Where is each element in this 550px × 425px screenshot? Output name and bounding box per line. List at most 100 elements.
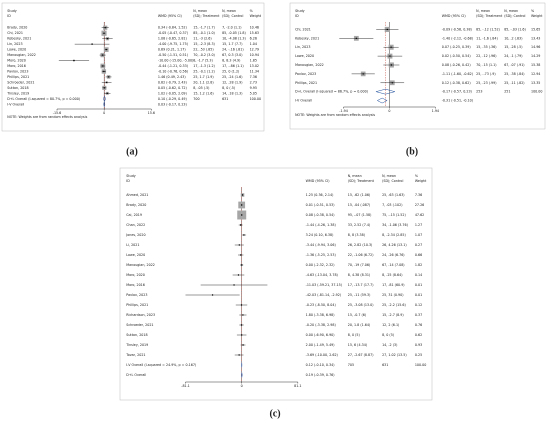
control-stats: 17, -.86 (1.1) <box>222 64 244 68</box>
study-name: Brady, 2020 <box>126 203 146 207</box>
x-tick-label: 1.94 <box>432 109 439 113</box>
overall-diamond <box>374 88 396 95</box>
control-stats: 34, -1.06 (3.76) <box>382 223 408 227</box>
study-name: Moro, 2016 <box>126 283 145 287</box>
control-stats: 8, .25 (8.64) <box>382 273 402 277</box>
effect-label: 0.00 (-6.90, 6.90) <box>306 333 335 337</box>
x-tick-label: 0 <box>241 384 243 388</box>
study-name: Lowe, 2020 <box>7 48 26 52</box>
overall-name: I-V Overall <box>295 99 312 103</box>
treatment-stats: 25, 1.7 (1.9) <box>193 75 213 79</box>
overall-diamond <box>376 97 388 104</box>
effect-label: 1.46 (0.49, 2.43) <box>158 75 186 79</box>
effect-label: 0.00 (-2.32, 2.32) <box>306 263 335 267</box>
treatment-total: 705 <box>348 363 354 367</box>
study-name: Tinsley, 2019 <box>6 91 29 95</box>
weight-label: 10.46 <box>250 26 259 30</box>
treatment-stats: 11, -1.6 (.84) <box>476 36 498 40</box>
weight-label: 1.82 <box>415 263 422 267</box>
weight-label: 0.37 <box>415 313 422 317</box>
point-estimate <box>239 224 242 226</box>
column-header: (SD); Treatment <box>193 14 220 18</box>
overall-name: D+L Overall (I-squared = 86.7%, p = 0.00… <box>295 90 368 94</box>
x-tick-label: 0 <box>103 111 105 115</box>
treatment-stats: 25, -0.1 (1.2) <box>193 69 215 73</box>
treatment-stats: 85, -.12 (1.52) <box>476 27 500 31</box>
panel-label: (a) <box>126 146 138 157</box>
weight-label: 12.79 <box>250 48 259 52</box>
treatment-stats: 15, .35 (.36) <box>476 45 496 49</box>
treatment-stats: 27, -2.67 (8.87) <box>348 353 374 357</box>
column-header: Weight <box>531 14 543 18</box>
treatment-stats: 22, -1.06 (6.72) <box>348 253 374 257</box>
control-stats: 14, -2 (3) <box>382 343 397 347</box>
panel-frame <box>119 167 433 401</box>
control-stats: 67, .07 (.91) <box>504 63 524 67</box>
effect-label: -0.17 (-0.57, 0.23) <box>442 90 472 94</box>
point-estimate <box>101 54 104 56</box>
control-stats: 25, 31 (0.90) <box>382 293 403 297</box>
weight-label: 7.36 <box>415 193 422 197</box>
effect-label: 0.05 (-0.62, 0.72) <box>158 86 187 90</box>
effect-label: -1.11 (-1.60, -0.62) <box>442 72 473 76</box>
overall-name: D+L Overall (I-squared = 80.7%, p = 0.00… <box>7 97 80 101</box>
column-header: (SD); Control <box>222 14 243 18</box>
effect-label: 0.10 (-0.29, 0.49) <box>158 97 187 101</box>
treatment-stats: 70, .15 (1.1) <box>476 63 496 67</box>
study-name: Moro, 2020 <box>126 273 145 277</box>
weight-label: 13.35 <box>531 81 540 85</box>
control-stats: 8, 8.3 (4.9) <box>222 59 240 63</box>
control-stats: 25, .63 (1.63) <box>382 193 405 197</box>
column-header: N, mean <box>348 174 362 178</box>
control-stats: 24, .1 (.79) <box>504 54 522 58</box>
point-estimate <box>240 324 243 326</box>
point-estimate <box>241 194 244 196</box>
weight-label: 15.63 <box>250 31 259 35</box>
treatment-stats: 25, -11 (59.3) <box>348 293 371 297</box>
study-name: Phillips, 2021 <box>126 303 148 307</box>
column-header: Study <box>7 9 17 13</box>
weight-label: 15.38 <box>531 63 540 67</box>
study-name: Kobesky, 2021 <box>295 36 319 40</box>
control-stats: 7, -2.0 (1.1) <box>222 26 242 30</box>
overall-name: I-V Overall (I-squared = 24.9%, p = 0.16… <box>126 363 196 367</box>
study-name: Cai, 2019 <box>126 213 142 217</box>
study-name: Kobesky, 2021 <box>7 37 31 41</box>
control-total: 631 <box>382 363 388 367</box>
overall-diamond <box>241 372 243 378</box>
point-estimate <box>103 70 105 73</box>
treatment-stats: 25, .23 (.99) <box>476 81 496 85</box>
effect-label: -0.20 (-3.38, 2.98) <box>306 323 336 327</box>
study-name: Ahmed, 2021 <box>126 193 148 197</box>
study-name: Chi, 2021 <box>295 27 311 31</box>
point-estimate <box>238 244 240 246</box>
overall-name: I-V Overall <box>7 102 24 106</box>
weight-label: 27.26 <box>415 203 424 207</box>
study-name: Chi, 2021 <box>7 31 23 35</box>
treatment-stats: 70, .19 (7.06) <box>348 263 371 267</box>
study-name: Sutton, 2018 <box>126 333 147 337</box>
effect-label: 0.08 (-0.38, 0.54) <box>306 213 335 217</box>
control-stats: 26, 4.26 (13.1) <box>382 243 407 247</box>
effect-label: -0.44 (-1.21, 0.33) <box>158 64 188 68</box>
effect-label: 0.69 (0.21, 1.17) <box>158 48 186 52</box>
effect-label: 0.82 (-0.79, 2.43) <box>158 80 187 84</box>
effect-label: 0.08 (-0.26, 0.42) <box>442 63 471 67</box>
weight-label: 0.76 <box>415 323 422 327</box>
study-name: Pavlov, 2023 <box>7 69 28 73</box>
study-name: Richardson, 2023 <box>126 313 155 317</box>
study-name: Pavlov, 2023 <box>295 72 316 76</box>
overall-name: D+L Overall <box>126 373 146 377</box>
effect-label: 2.00 (-1.49, 5.49) <box>306 343 335 347</box>
column-header: N, mean <box>222 9 236 13</box>
treatment-stats: 8, 8 (3.38) <box>348 233 365 237</box>
study-name: Moro, 2020 <box>7 59 26 63</box>
effect-label: 0.34 (-0.84, 1.52) <box>158 26 187 30</box>
column-header: (SD); Control <box>504 14 525 18</box>
weight-label: 6.26 <box>250 37 257 41</box>
treatment-stats: 15, .04 (.087) <box>348 203 371 207</box>
study-name: Chan, 2022 <box>126 223 145 227</box>
point-estimate <box>233 284 235 286</box>
effect-label: -0.50 (-1.51, 0.51) <box>158 53 188 57</box>
effect-label: -10.00 (-15.00, -5.00) <box>158 59 194 63</box>
